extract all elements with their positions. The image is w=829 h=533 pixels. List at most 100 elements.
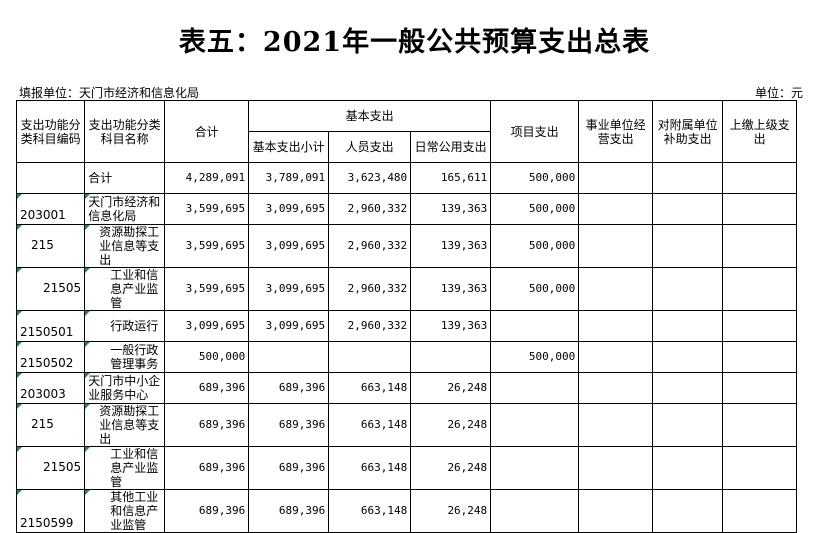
row-project: [490, 446, 580, 490]
row-project: [490, 489, 580, 533]
header-business: 事业单位经营支出: [578, 100, 654, 163]
reporting-unit: 填报单位：天门市经济和信息化局: [19, 86, 200, 100]
row-name: 工业和信息产业监管: [84, 446, 166, 490]
budget-table: 支出功能分类科目编码 支出功能分类科目名称 合计 基本支出 项目支出 事业单位经…: [15, 100, 798, 533]
row-project: 500,000: [490, 193, 580, 225]
row-basic-sub: 689,396: [248, 372, 330, 404]
row-subsidy: [652, 372, 724, 404]
row-upper: [722, 403, 798, 447]
row-business: [578, 446, 654, 490]
row-business: [578, 341, 654, 373]
row-total: 500,000: [164, 341, 250, 373]
row-basic-sub: 3,789,091: [248, 162, 330, 194]
row-project: 500,000: [490, 224, 580, 268]
row-public: 139,363: [410, 193, 492, 225]
row-basic-sub: [248, 341, 330, 373]
row-basic-sub: 689,396: [248, 446, 330, 490]
row-basic-sub: 689,396: [248, 489, 330, 533]
row-name: 行政运行: [84, 310, 166, 342]
row-code: 2150502: [15, 341, 86, 373]
header-name: 支出功能分类科目名称: [84, 100, 166, 163]
table-row: 203003 天门市中小企业服务中心 689,396 689,396 663,1…: [15, 372, 798, 404]
row-upper: [722, 489, 798, 533]
row-subsidy: [652, 224, 724, 268]
row-public: 26,248: [410, 489, 492, 533]
row-total: 4,289,091: [164, 162, 250, 194]
row-total: 3,099,695: [164, 310, 250, 342]
row-public: 26,248: [410, 446, 492, 490]
header-personnel: 人员支出: [328, 131, 412, 163]
row-code: [15, 162, 86, 194]
row-business: [578, 193, 654, 225]
table-row: 21505 工业和信息产业监管 3,599,695 3,099,695 2,96…: [15, 267, 798, 311]
header-project: 项目支出: [490, 100, 580, 163]
row-business: [578, 489, 654, 533]
row-personnel: 663,148: [328, 372, 412, 404]
row-code: 2150599: [15, 489, 86, 533]
row-public: 26,248: [410, 372, 492, 404]
row-project: 500,000: [490, 162, 580, 194]
row-code: 2150501: [15, 310, 86, 342]
row-subsidy: [652, 193, 724, 225]
row-upper: [722, 446, 798, 490]
row-business: [578, 224, 654, 268]
table-row: 21505 工业和信息产业监管 689,396 689,396 663,148 …: [15, 446, 798, 490]
row-project: 500,000: [490, 267, 580, 311]
row-name: 资源勘探工业信息等支出: [84, 403, 166, 447]
table-row: 2150501 行政运行 3,099,695 3,099,695 2,960,3…: [15, 310, 798, 342]
row-business: [578, 403, 654, 447]
row-subsidy: [652, 403, 724, 447]
row-code: 203001: [15, 193, 86, 225]
row-project: 500,000: [490, 341, 580, 373]
row-basic-sub: 3,099,695: [248, 193, 330, 225]
row-business: [578, 310, 654, 342]
row-personnel: 3,623,480: [328, 162, 412, 194]
row-basic-sub: 3,099,695: [248, 310, 330, 342]
row-personnel: 663,148: [328, 403, 412, 447]
table-row: 2150502 一般行政管理事务 500,000 500,000: [15, 341, 798, 373]
row-total: 689,396: [164, 446, 250, 490]
row-subsidy: [652, 162, 724, 194]
row-personnel: 2,960,332: [328, 267, 412, 311]
row-personnel: 2,960,332: [328, 310, 412, 342]
row-code: 215: [15, 224, 86, 268]
row-public: 139,363: [410, 267, 492, 311]
row-personnel: 663,148: [328, 489, 412, 533]
row-name: 天门市经济和信息化局: [84, 193, 166, 225]
page-title: 表五：2021年一般公共预算支出总表: [178, 27, 651, 58]
row-personnel: 663,148: [328, 446, 412, 490]
row-upper: [722, 310, 798, 342]
row-subsidy: [652, 446, 724, 490]
row-business: [578, 372, 654, 404]
table-row: 合计 4,289,091 3,789,091 3,623,480 165,611…: [15, 162, 798, 194]
row-total: 689,396: [164, 489, 250, 533]
row-total: 689,396: [164, 372, 250, 404]
row-name: 天门市中小企业服务中心: [84, 372, 166, 404]
row-upper: [722, 372, 798, 404]
row-total: 3,599,695: [164, 267, 250, 311]
row-upper: [722, 224, 798, 268]
row-upper: [722, 193, 798, 225]
row-public: 26,248: [410, 403, 492, 447]
header-code: 支出功能分类科目编码: [15, 100, 86, 163]
header-basic: 基本支出: [248, 100, 492, 132]
row-business: [578, 162, 654, 194]
header-public: 日常公用支出: [410, 131, 492, 163]
row-upper: [722, 162, 798, 194]
row-subsidy: [652, 341, 724, 373]
header-upper: 上缴上级支出: [722, 100, 798, 163]
table-row: 203001 天门市经济和信息化局 3,599,695 3,099,695 2,…: [15, 193, 798, 225]
row-code: 21505: [15, 446, 86, 490]
header-total: 合计: [164, 100, 250, 163]
row-name: 资源勘探工业信息等支出: [84, 224, 166, 268]
row-basic-sub: 3,099,695: [248, 267, 330, 311]
table-row: 215 资源勘探工业信息等支出 3,599,695 3,099,695 2,96…: [15, 224, 798, 268]
row-subsidy: [652, 267, 724, 311]
row-public: 139,363: [410, 224, 492, 268]
row-code: 21505: [15, 267, 86, 311]
row-total: 3,599,695: [164, 193, 250, 225]
row-total: 689,396: [164, 403, 250, 447]
row-upper: [722, 341, 798, 373]
row-public: [410, 341, 492, 373]
row-project: [490, 310, 580, 342]
